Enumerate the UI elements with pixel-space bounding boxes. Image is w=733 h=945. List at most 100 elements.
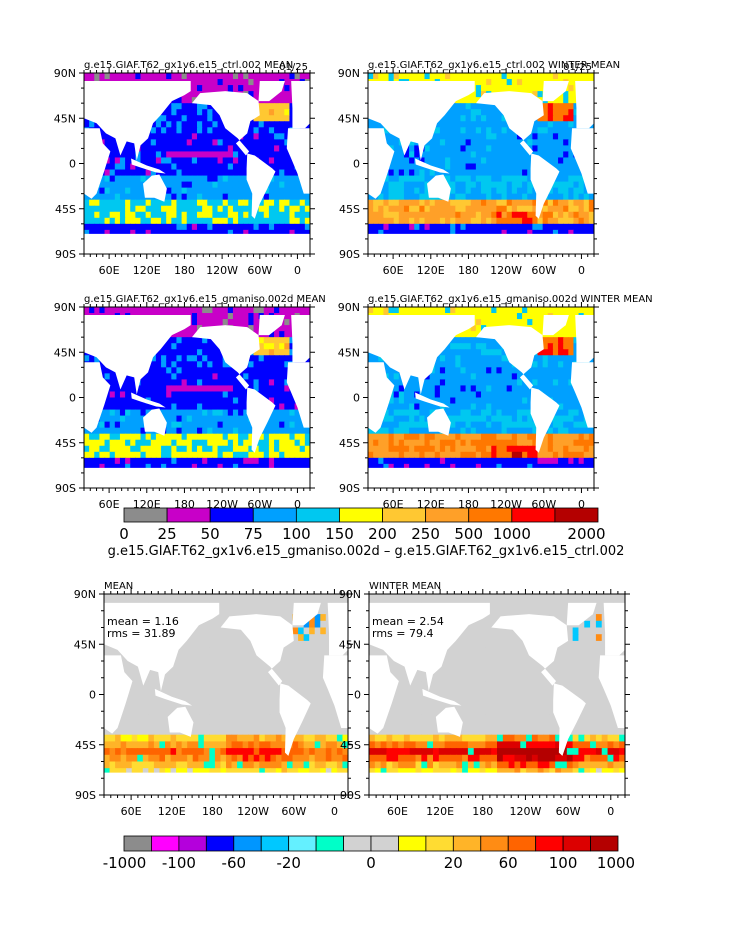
grid-cell — [434, 151, 441, 159]
grid-cell — [506, 133, 513, 140]
grid-cell — [409, 175, 415, 183]
grid-cell — [450, 181, 456, 189]
grid-cell — [119, 181, 126, 189]
grid-cell — [176, 103, 183, 110]
grid-cell — [491, 367, 498, 374]
grid-cell — [227, 409, 234, 417]
grid-cell — [130, 199, 136, 207]
grid-cell — [155, 73, 162, 80]
grid-cell — [506, 73, 513, 80]
grid-cell — [227, 181, 234, 189]
grid-cell — [207, 133, 214, 140]
grid-cell — [279, 397, 285, 405]
grid-cell — [207, 349, 214, 356]
grid-cell — [511, 151, 518, 159]
grid-cell — [470, 223, 477, 231]
grid-cell — [455, 115, 462, 122]
grid-cell — [161, 349, 167, 356]
grid-cell — [274, 97, 280, 104]
grid-cell — [145, 211, 152, 219]
grid-cell — [258, 379, 265, 387]
grid-cell — [274, 223, 280, 231]
grid-cell — [558, 145, 564, 153]
grid-cell — [114, 145, 121, 153]
grid-cell — [496, 109, 503, 116]
grid-cell — [516, 313, 523, 320]
grid-cell — [150, 433, 157, 441]
grid-cell — [496, 139, 503, 146]
grid-cell — [274, 103, 280, 110]
grid-cell — [197, 409, 203, 417]
grid-cell — [414, 199, 420, 207]
grid-cell — [403, 211, 410, 219]
grid-cell — [212, 439, 219, 447]
grid-cell — [191, 211, 198, 219]
grid-cell — [176, 415, 183, 423]
panel-gmaniso-winter: g.e15.GIAF.T62_gx1v6.e15_gmaniso.002d WI… — [338, 294, 653, 511]
grid-cell — [279, 217, 285, 225]
grid-cell — [588, 307, 594, 314]
grid-cell — [89, 463, 95, 471]
grid-cell — [558, 217, 564, 225]
grid-cell — [268, 73, 275, 80]
grid-cell — [486, 307, 492, 314]
grid-cell — [181, 337, 188, 344]
grid-cell — [166, 145, 172, 153]
grid-cell — [130, 229, 136, 237]
grid-cell — [450, 133, 456, 140]
grid-cell — [434, 391, 441, 399]
grid-cell — [522, 223, 528, 231]
grid-cell — [89, 121, 95, 128]
grid-cell — [217, 139, 224, 146]
grid-cell — [511, 319, 518, 326]
grid-cell — [424, 151, 431, 159]
grid-cell — [135, 181, 142, 189]
grid-cell — [491, 379, 498, 387]
grid-cell — [445, 307, 451, 314]
grid-cell — [403, 187, 410, 195]
grid-cell — [263, 421, 270, 429]
grid-cell — [279, 421, 285, 429]
grid-cell — [393, 187, 400, 195]
grid-cell — [455, 103, 462, 110]
grid-cell — [542, 355, 549, 362]
grid-cell — [491, 133, 498, 140]
grid-cell — [304, 427, 310, 435]
grid-cell — [450, 121, 456, 128]
grid-cell — [289, 229, 296, 237]
grid-cell — [511, 145, 518, 153]
grid-cell — [181, 433, 188, 441]
grid-cell — [279, 427, 285, 435]
grid-cell — [501, 79, 508, 86]
grid-cell — [140, 427, 147, 435]
grid-cell — [217, 319, 224, 326]
grid-cell — [289, 73, 296, 80]
grid-cell — [232, 175, 239, 183]
grid-cell — [176, 97, 183, 104]
grid-cell — [475, 361, 482, 368]
grid-cell — [161, 373, 167, 380]
grid-cell — [279, 151, 285, 159]
grid-cell — [506, 181, 513, 189]
grid-cell — [227, 85, 234, 92]
grid-cell — [475, 139, 482, 146]
grid-cell — [279, 403, 285, 411]
grid-cell — [284, 127, 291, 134]
grid-cell — [197, 391, 203, 399]
grid-cell — [304, 199, 310, 207]
grid-cell — [222, 373, 229, 380]
grid-cell — [299, 187, 306, 195]
grid-cell — [388, 139, 395, 146]
grid-cell — [84, 223, 90, 231]
grid-cell — [119, 307, 126, 314]
grid-cell — [429, 211, 436, 219]
grid-cell — [516, 163, 523, 171]
grid-cell — [455, 121, 462, 128]
grid-cell — [268, 121, 275, 128]
lon-tick-label: 120E — [417, 264, 445, 277]
grid-cell — [475, 367, 482, 374]
grid-cell — [212, 451, 219, 459]
grid-cell — [506, 157, 513, 165]
grid-cell — [202, 115, 208, 122]
grid-cell — [155, 397, 162, 405]
